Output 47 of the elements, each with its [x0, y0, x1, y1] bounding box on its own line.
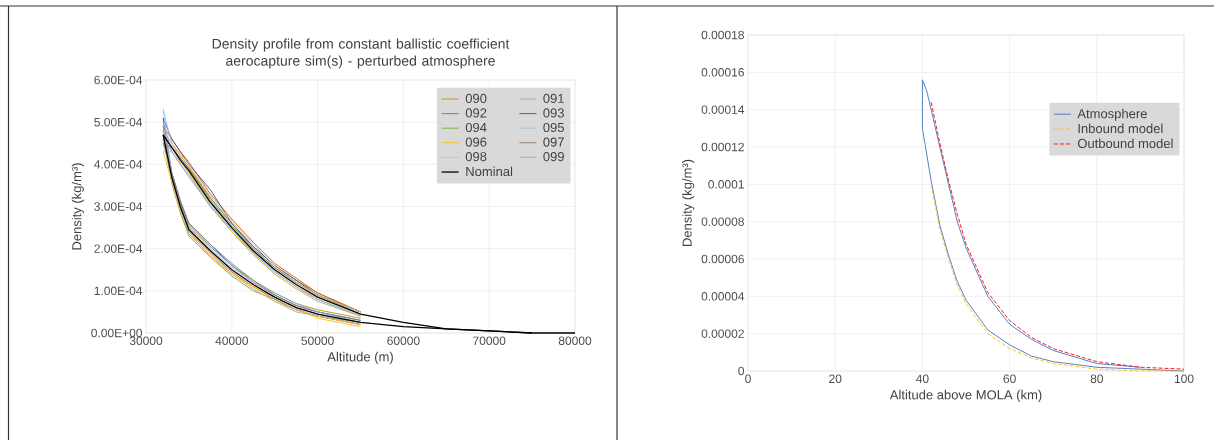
- x-tick-label: 40000: [215, 336, 249, 346]
- y-tick-label: 3.00E-04: [94, 202, 143, 211]
- y-tick-label: 0.00006: [701, 254, 744, 264]
- legend-label: 093: [543, 108, 564, 118]
- x-tick-label: 80000: [558, 336, 592, 346]
- y-tick-label: 0.00016: [701, 68, 744, 77]
- y-tick-label: 1.00E-04: [94, 286, 143, 296]
- y-axis-title: Density (kg/m³): [682, 159, 695, 246]
- y-tick-label: 5.00E-04: [94, 117, 143, 127]
- y-tick-label: 0.00002: [701, 329, 744, 338]
- x-tick-label: 20: [829, 374, 842, 384]
- legend-label: 094: [465, 122, 487, 133]
- legend-label: 098: [465, 152, 487, 162]
- x-axis-title: Altitude (m): [327, 351, 393, 364]
- y-tick-label: 4.00E-04: [94, 160, 143, 169]
- y-tick-label: 0.00012: [701, 142, 744, 152]
- legend-label: 091: [543, 93, 564, 103]
- y-tick-label: 0.00008: [701, 217, 744, 226]
- legend-label: 095: [543, 122, 564, 133]
- x-tick-label: 40: [916, 374, 929, 384]
- chart-title: Density profile from constant ballistic coefficient aerocapture sim(s) - perturbed atmosphere: [212, 38, 510, 69]
- legend-label: Inbound model: [1078, 123, 1163, 134]
- y-tick-label: 6.00E-04: [94, 75, 143, 85]
- x-tick-label: 30000: [129, 336, 163, 346]
- x-tick-label: 70000: [473, 336, 506, 346]
- legend-label: 096: [465, 137, 487, 147]
- x-tick-label: 60: [1003, 374, 1016, 384]
- y-tick-label: 0.00E+00: [91, 328, 143, 338]
- legend-label: 099: [543, 152, 564, 162]
- y-tick-label: 0.00004: [701, 292, 745, 301]
- legend-label: 092: [465, 108, 487, 118]
- y-tick-label: 0.0001: [708, 180, 744, 189]
- legend-label: Nominal: [466, 166, 513, 177]
- legend-label: Outbound model: [1077, 138, 1173, 149]
- y-axis-title: Density (kg/m³): [71, 163, 84, 250]
- legend-label: 097: [543, 137, 564, 147]
- x-axis-title: Altitude above MOLA (km): [889, 389, 1042, 402]
- x-tick-label: 60000: [387, 336, 420, 346]
- y-tick-label: 0: [738, 366, 745, 376]
- x-tick-label: 100: [1174, 374, 1194, 384]
- x-tick-label: 80: [1090, 374, 1104, 384]
- y-tick-label: 2.00E-04: [94, 244, 143, 253]
- y-tick-label: 0.00018: [701, 30, 744, 40]
- legend-label: 090: [465, 93, 487, 103]
- legend-label: Atmosphere: [1077, 108, 1147, 121]
- y-tick-label: 0.00014: [701, 105, 745, 114]
- x-tick-label: 50000: [301, 336, 334, 346]
